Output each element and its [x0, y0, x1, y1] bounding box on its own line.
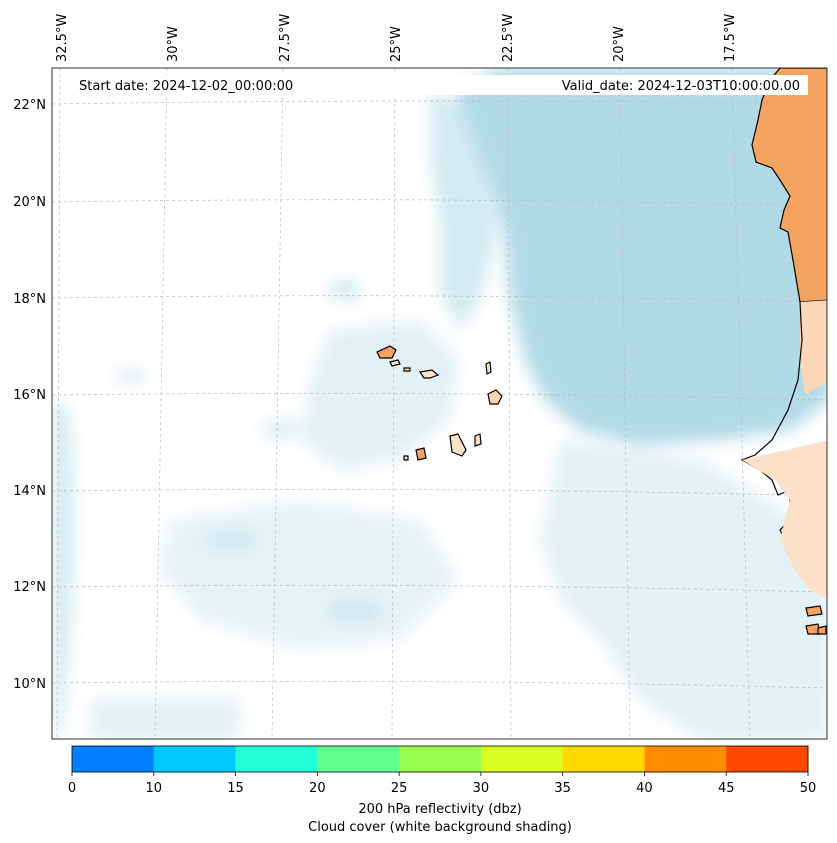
lat-label: 12°N — [13, 580, 46, 595]
colorbar-tick-label: 15 — [227, 781, 244, 796]
colorbar-segment — [317, 746, 400, 772]
cloud-bottom-strip — [90, 700, 240, 739]
lon-label: 27.5°W — [278, 14, 293, 62]
island-santa-luzia — [403, 367, 411, 372]
colorbar-label-1: 200 hPa reflectivity (dbz) — [358, 802, 521, 817]
colorbar-segment — [72, 746, 155, 772]
island-fogo — [415, 447, 427, 461]
lon-labels: 32.5°W 30°W 27.5°W 25°W 22.5°W 20°W 17.5… — [55, 14, 738, 62]
lon-label: 20°W — [612, 26, 627, 62]
lon-label: 17.5°W — [723, 14, 738, 62]
colorbar-segment — [726, 746, 809, 772]
island-maio — [474, 433, 482, 447]
colorbar-label-2: Cloud cover (white background shading) — [308, 820, 572, 835]
cloud-left-edge — [52, 400, 75, 739]
bissagos-island — [817, 625, 827, 635]
colorbar-ticks: 0 10 15 20 25 30 35 40 45 50 — [68, 772, 816, 796]
island-sao-vicente — [389, 359, 401, 367]
colorbar-segment — [153, 746, 237, 772]
colorbar-segment — [480, 746, 564, 772]
header-box — [72, 75, 808, 95]
bissagos-island — [805, 605, 823, 617]
colorbar-tick-label: 40 — [636, 781, 653, 796]
colorbar-segment — [644, 746, 727, 772]
colorbar-tick-label: 25 — [391, 781, 408, 796]
lat-label: 20°N — [13, 195, 46, 210]
colorbar-tick-label: 20 — [309, 781, 326, 796]
colorbar-tick-label: 30 — [473, 781, 490, 796]
lat-label: 18°N — [13, 292, 46, 307]
island-sao-nicolau — [418, 369, 440, 379]
colorbar-segment — [562, 746, 645, 772]
lat-labels: 22°N 20°N 18°N 16°N 14°N 12°N 10°N — [13, 98, 46, 692]
cloud-blob — [116, 370, 144, 382]
colorbar-frame — [71, 745, 809, 773]
colorbar-tick-label: 35 — [554, 781, 571, 796]
lat-label: 16°N — [13, 388, 46, 403]
cloud-blob — [200, 532, 260, 548]
island-santiago — [449, 433, 467, 457]
island-sal — [485, 361, 492, 375]
start-date: Start date: 2024-12-02_00:00:00 — [79, 79, 293, 94]
island-santo-antao — [376, 345, 397, 359]
plot-frame — [51, 67, 828, 740]
colorbar-tick-label: 50 — [800, 781, 817, 796]
graticule — [52, 68, 827, 739]
lat-label: 22°N — [13, 98, 46, 113]
colorbar-tick-label: 0 — [68, 781, 76, 796]
lat-label: 14°N — [13, 484, 46, 499]
cloud-blob — [325, 600, 385, 620]
lon-label: 22.5°W — [501, 14, 516, 62]
cloud-blob — [329, 280, 361, 300]
lon-label: 25°W — [389, 26, 404, 62]
colorbar-segments — [72, 746, 809, 772]
island-boa-vista — [487, 389, 503, 405]
lat-label: 10°N — [13, 677, 46, 692]
cloud-blob — [260, 422, 300, 438]
colorbar: 0 10 15 20 25 30 35 40 45 50 200 hPa reflectivity… — [68, 745, 816, 835]
cloud-band-west — [430, 90, 495, 330]
valid-date: Valid_date: 2024-12-03T10:00:00.00 — [562, 79, 800, 94]
cloud-south-east — [540, 440, 827, 739]
colorbar-tick-label: 10 — [146, 781, 163, 796]
land-layer — [740, 68, 827, 635]
africa-coast-south — [800, 300, 827, 395]
lon-label: 32.5°W — [55, 14, 70, 62]
cloud-cover-layer — [52, 68, 827, 739]
lon-label: 30°W — [166, 26, 181, 62]
cloud-patches-central — [300, 320, 460, 470]
colorbar-tick-label: 45 — [718, 781, 735, 796]
cape-verde-islands — [376, 345, 503, 461]
senegal-land — [742, 440, 827, 599]
cloud-mass-north — [455, 68, 827, 445]
colorbar-segment — [235, 746, 318, 772]
colorbar-segment — [399, 746, 482, 772]
island-brava — [403, 455, 409, 461]
